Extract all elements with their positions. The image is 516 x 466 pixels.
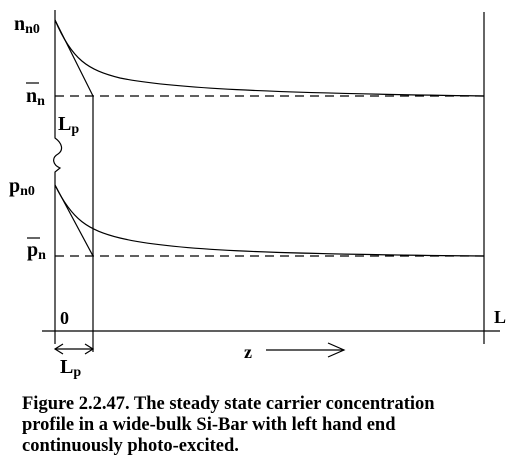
z-arrowhead — [327, 342, 346, 358]
p-bar-label: pn — [27, 239, 46, 263]
p-n0-label: pn0 — [9, 175, 35, 199]
p-tangent-line — [54, 184, 94, 257]
caption-line-1: Figure 2.2.47. The steady state carrier … — [22, 394, 435, 414]
l-end-label: L — [494, 307, 506, 327]
n-bar-label: nn — [26, 85, 45, 109]
lp-left-label: Lp — [58, 113, 79, 137]
lp-arrowhead-right — [84, 343, 95, 355]
n-decay-curve — [54, 19, 485, 97]
z-axis-label: z — [244, 342, 252, 362]
n-n0-label: nn0 — [14, 13, 40, 37]
caption-line-2: profile in a wide-bulk Si-Bar with left … — [22, 415, 396, 435]
figure-caption: Figure 2.2.47. The steady state carrier … — [22, 394, 512, 457]
lp-arrowhead-left — [53, 343, 64, 355]
lp-bottom-label: Lp — [60, 356, 81, 380]
p-decay-curve — [54, 184, 485, 257]
origin-label: 0 — [60, 308, 69, 328]
left-axis — [53, 10, 63, 344]
n-tangent-line — [54, 19, 94, 97]
caption-line-3: continuously photo-excited. — [22, 436, 239, 456]
